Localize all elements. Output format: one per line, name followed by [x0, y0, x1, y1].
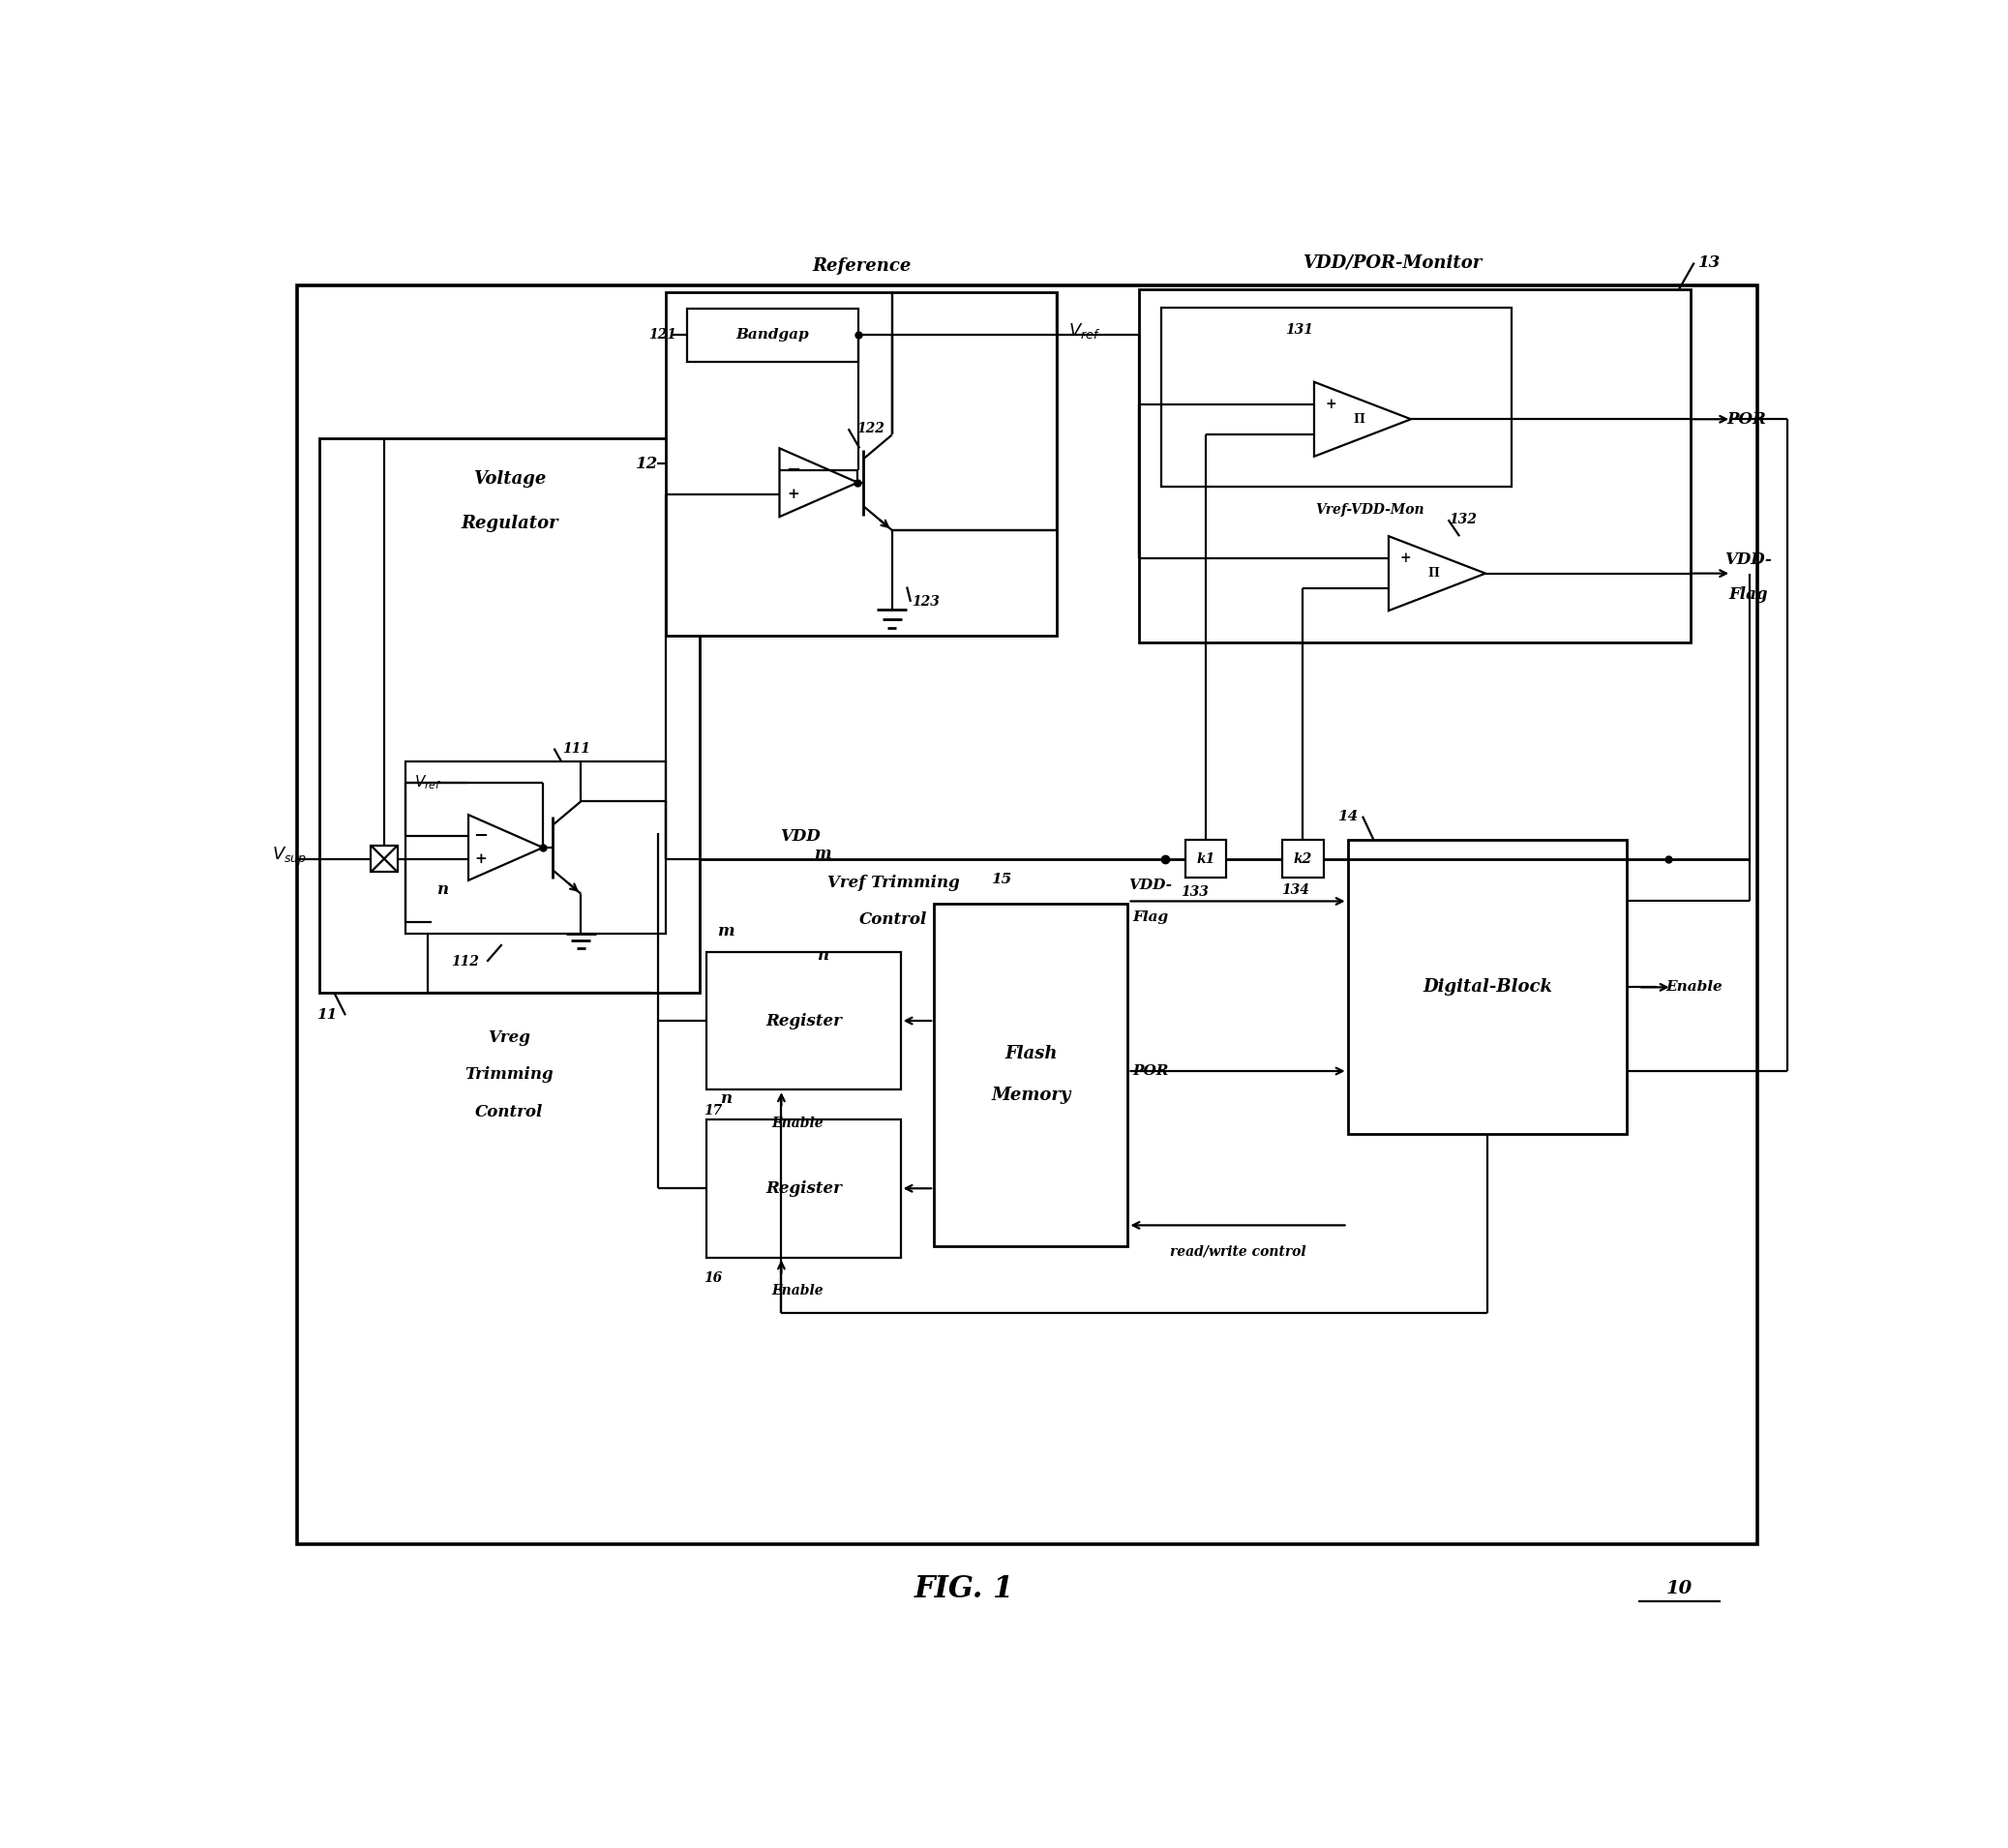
Text: n: n: [436, 881, 448, 898]
Text: m: m: [717, 922, 735, 939]
Text: POR: POR: [1133, 1064, 1169, 1077]
Text: 10: 10: [1667, 1580, 1693, 1597]
Text: Enable: Enable: [771, 1284, 823, 1297]
Text: Π: Π: [1353, 412, 1365, 425]
Text: FIG. 1: FIG. 1: [914, 1574, 1014, 1604]
Text: 14: 14: [1337, 809, 1357, 822]
Text: 17: 17: [703, 1103, 723, 1118]
Text: $V_{ref}$: $V_{ref}$: [414, 774, 442, 791]
Text: Π: Π: [1428, 567, 1440, 580]
Text: VDD-: VDD-: [1128, 878, 1173, 891]
Bar: [1347, 841, 1626, 1135]
Text: +: +: [1400, 553, 1412, 565]
Text: m: m: [813, 845, 831, 861]
Text: Control: Control: [859, 911, 928, 928]
Bar: [1283, 841, 1323, 878]
Text: 16: 16: [703, 1271, 723, 1284]
Text: Vref-VDD-Mon: Vref-VDD-Mon: [1315, 503, 1424, 517]
Bar: [371, 845, 398, 872]
Text: $V_{sup}$: $V_{sup}$: [271, 845, 307, 869]
Bar: [1139, 288, 1691, 643]
Text: 122: 122: [857, 421, 886, 436]
Text: VDD: VDD: [779, 828, 819, 845]
Text: Control: Control: [476, 1103, 544, 1120]
Text: Flag: Flag: [1729, 586, 1769, 602]
Text: VDD-: VDD-: [1725, 553, 1773, 567]
Text: Voltage: Voltage: [474, 469, 546, 488]
Bar: [707, 1120, 900, 1257]
Text: 11: 11: [317, 1009, 337, 1022]
Bar: [1185, 841, 1227, 878]
Text: 12: 12: [637, 456, 659, 471]
Bar: [319, 438, 699, 992]
Text: Vref Trimming: Vref Trimming: [827, 876, 960, 891]
Text: n: n: [817, 948, 827, 965]
Text: +: +: [1325, 397, 1335, 410]
Text: POR: POR: [1727, 410, 1767, 427]
Text: 111: 111: [562, 741, 590, 756]
Bar: [687, 309, 857, 362]
Text: 13: 13: [1699, 255, 1721, 272]
Text: 133: 133: [1181, 885, 1209, 898]
Bar: [297, 285, 1757, 1545]
Text: +: +: [474, 852, 488, 865]
Bar: [406, 761, 667, 933]
Text: Regulator: Regulator: [460, 516, 558, 532]
Text: 134: 134: [1281, 883, 1309, 896]
Text: 15: 15: [990, 872, 1012, 887]
Text: 112: 112: [450, 955, 478, 968]
Text: Memory: Memory: [992, 1087, 1070, 1105]
Bar: [1161, 307, 1512, 486]
Bar: [707, 952, 900, 1090]
Text: $V_{ref}$: $V_{ref}$: [1068, 322, 1100, 340]
Text: Flash: Flash: [1004, 1046, 1058, 1063]
Text: 131: 131: [1285, 323, 1313, 336]
Bar: [667, 292, 1056, 636]
Text: Reference: Reference: [811, 257, 912, 275]
Text: Enable: Enable: [1667, 981, 1723, 994]
Text: Digital-Block: Digital-Block: [1422, 979, 1552, 996]
Text: 121: 121: [649, 329, 677, 342]
Text: 132: 132: [1450, 514, 1478, 527]
Text: n: n: [719, 1090, 731, 1107]
Text: Register: Register: [765, 1181, 841, 1198]
Text: Vreg: Vreg: [488, 1029, 530, 1046]
Text: 123: 123: [912, 595, 940, 608]
Text: k2: k2: [1293, 852, 1313, 865]
Text: VDD/POR-Monitor: VDD/POR-Monitor: [1303, 253, 1482, 272]
Text: Bandgap: Bandgap: [735, 329, 809, 342]
Text: Enable: Enable: [771, 1116, 823, 1129]
Text: Trimming: Trimming: [466, 1066, 554, 1083]
Text: −: −: [474, 828, 488, 845]
Bar: [934, 904, 1128, 1246]
Text: Register: Register: [765, 1013, 841, 1029]
Text: Flag: Flag: [1133, 911, 1169, 924]
Text: read/write control: read/write control: [1171, 1244, 1305, 1258]
Text: −: −: [785, 462, 801, 479]
Text: k1: k1: [1197, 852, 1215, 865]
Text: +: +: [787, 488, 799, 501]
